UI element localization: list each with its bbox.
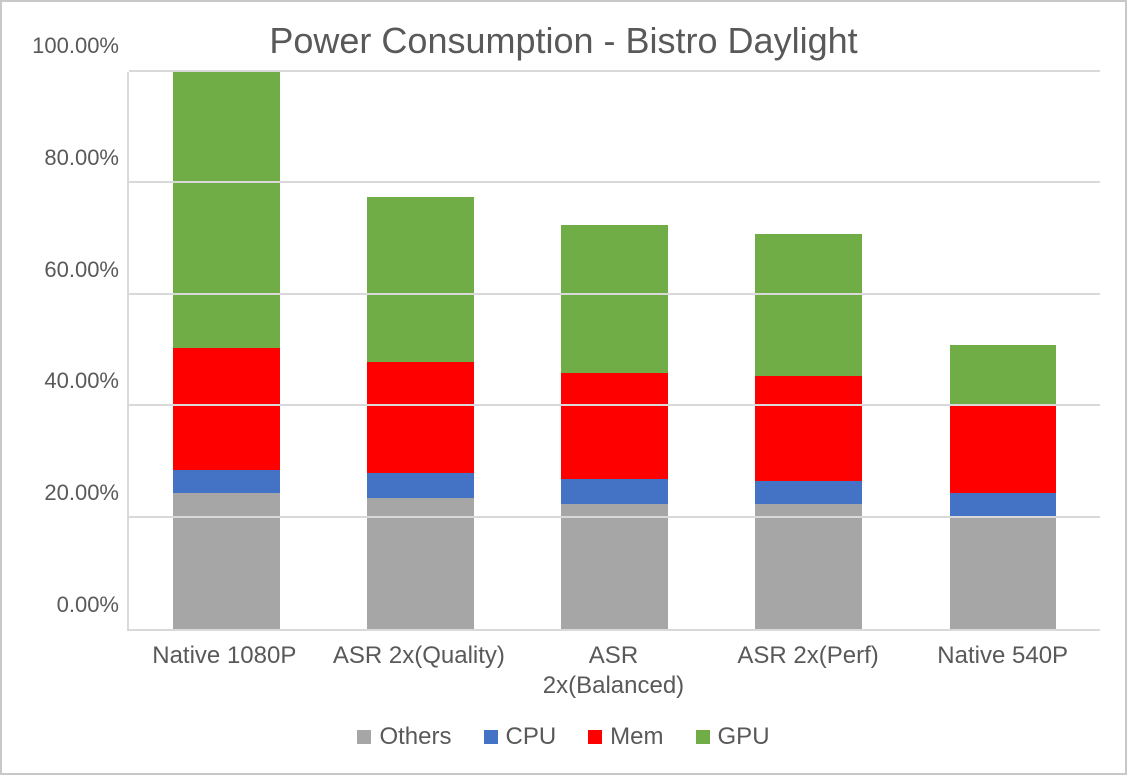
legend-label: Mem [610, 723, 663, 751]
plot-row: 0.00%20.00%40.00%60.00%80.00%100.00% [2, 72, 1125, 631]
bar-segment-others [561, 504, 668, 629]
x-tick-label: ASR 2x(Balanced) [516, 641, 711, 701]
bar-segment-cpu [950, 493, 1057, 518]
bar-slot [906, 72, 1100, 629]
bar-segment-cpu [561, 479, 668, 504]
y-axis: 0.00%20.00%40.00%60.00%80.00%100.00% [12, 72, 127, 631]
legend-item-cpu: CPU [484, 723, 557, 751]
bar-segment-gpu [950, 345, 1057, 406]
bar-segment-gpu [367, 197, 474, 361]
legend-label: GPU [718, 723, 770, 751]
x-axis: Native 1080PASR 2x(Quality)ASR 2x(Balanc… [2, 631, 1125, 701]
bar-slot [323, 72, 517, 629]
bar-segment-gpu [173, 72, 280, 348]
y-tick-label: 40.00% [44, 368, 119, 394]
legend-label: CPU [506, 723, 557, 751]
legend-label: Others [379, 723, 451, 751]
bar-slot [129, 72, 323, 629]
chart-title: Power Consumption - Bistro Daylight [2, 2, 1125, 72]
bar-segment-gpu [561, 225, 668, 373]
x-tick-label: ASR 2x(Quality) [322, 641, 517, 701]
bar-segment-mem [561, 373, 668, 479]
x-tick-label: Native 1080P [127, 641, 322, 701]
y-tick-label: 80.00% [44, 145, 119, 171]
plot-area [127, 72, 1100, 631]
bars-layer [129, 72, 1100, 629]
bar-segment-mem [755, 376, 862, 482]
bar-segment-mem [367, 362, 474, 473]
bar-segment-cpu [173, 470, 280, 492]
gridline [129, 516, 1100, 518]
bar-segment-mem [950, 406, 1057, 492]
legend-item-others: Others [357, 723, 451, 751]
bar-segment-others [173, 493, 280, 629]
bar-slot [712, 72, 906, 629]
bar-segment-gpu [755, 234, 862, 376]
gridline [129, 404, 1100, 406]
legend: Others CPU Mem GPU [2, 701, 1125, 773]
gridline [129, 293, 1100, 295]
y-tick-label: 20.00% [44, 480, 119, 506]
bar-slot [517, 72, 711, 629]
y-tick-label: 100.00% [32, 33, 119, 59]
gridline [129, 181, 1100, 183]
bar [173, 72, 280, 629]
bar [367, 72, 474, 629]
x-tick-label: ASR 2x(Perf) [711, 641, 906, 701]
bar-segment-others [950, 518, 1057, 629]
bar-segment-cpu [367, 473, 474, 498]
legend-swatch [696, 730, 710, 744]
bar-segment-cpu [755, 481, 862, 503]
legend-item-mem: Mem [588, 723, 663, 751]
bar-segment-others [755, 504, 862, 629]
y-tick-label: 0.00% [57, 592, 119, 618]
legend-item-gpu: GPU [696, 723, 770, 751]
legend-swatch [357, 730, 371, 744]
bar [561, 72, 668, 629]
gridline [129, 70, 1100, 72]
legend-swatch [588, 730, 602, 744]
bar [950, 72, 1057, 629]
bar-segment-mem [173, 348, 280, 471]
bar [755, 72, 862, 629]
y-tick-label: 60.00% [44, 257, 119, 283]
chart-container: Power Consumption - Bistro Daylight 0.00… [0, 0, 1127, 775]
x-tick-label: Native 540P [905, 641, 1100, 701]
bar-segment-others [367, 498, 474, 629]
legend-swatch [484, 730, 498, 744]
